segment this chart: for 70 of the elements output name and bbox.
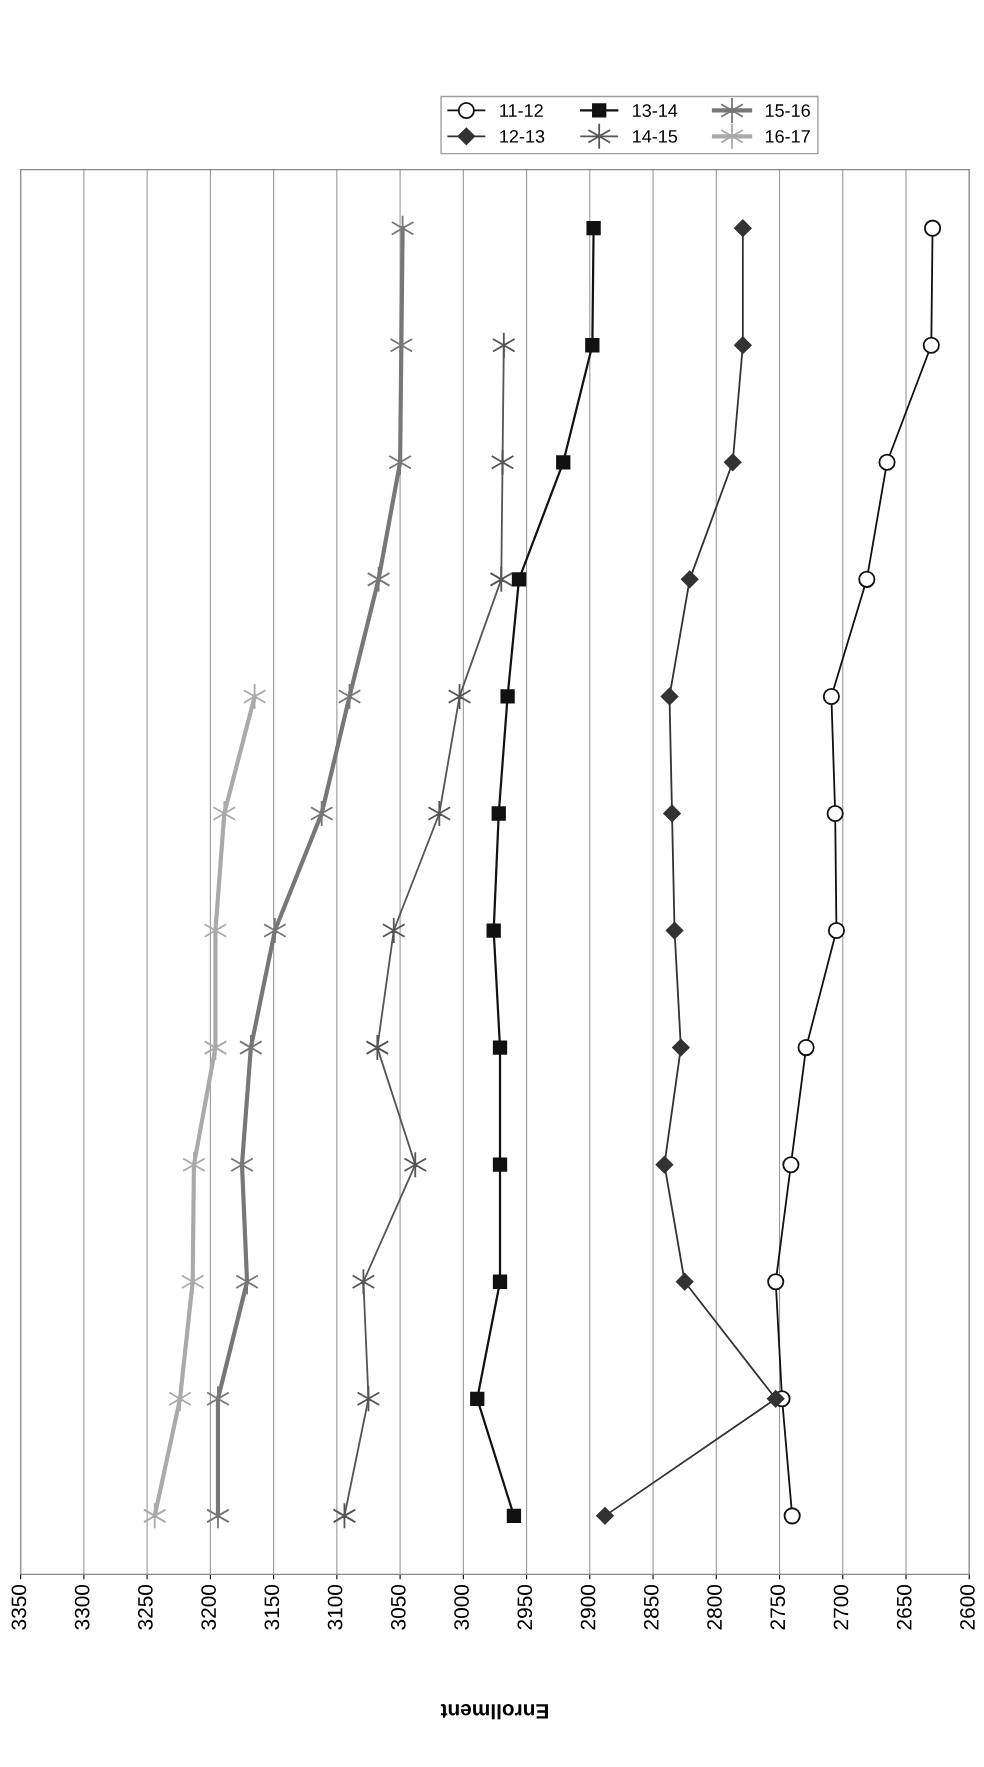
point <box>486 923 501 938</box>
point <box>734 219 752 237</box>
point <box>427 800 452 827</box>
point <box>858 570 876 588</box>
point <box>782 1156 800 1174</box>
point <box>672 1038 690 1057</box>
point <box>309 800 334 827</box>
x-tick-label: 2800 <box>707 1584 722 1630</box>
point <box>665 921 684 940</box>
point <box>767 1273 785 1291</box>
x-tick-label: 2600 <box>960 1584 975 1630</box>
legend-label: 11-12 <box>500 104 543 117</box>
x-tick-label: 2850 <box>643 1584 659 1630</box>
x-tick-label: 3050 <box>390 1584 406 1630</box>
x-tick-label: 3150 <box>264 1584 280 1630</box>
point <box>212 800 237 827</box>
point <box>403 1151 428 1179</box>
legend-label: 15-16 <box>765 104 810 117</box>
point <box>586 221 601 236</box>
point <box>585 338 600 353</box>
point <box>491 806 506 821</box>
x-axis-title: Enrollment <box>440 1704 548 1720</box>
x-tick-label: 3250 <box>137 1584 153 1630</box>
point <box>492 1274 508 1289</box>
point <box>489 565 514 593</box>
point <box>556 455 571 470</box>
point <box>470 1391 485 1406</box>
point <box>663 804 681 823</box>
point <box>783 1507 801 1525</box>
point <box>660 687 679 706</box>
x-tick-label: 3300 <box>74 1584 90 1630</box>
x-tick-label: 3100 <box>327 1584 343 1630</box>
point <box>263 917 287 944</box>
legend-label: 16-17 <box>765 130 810 143</box>
x-tick-label: 3000 <box>454 1584 469 1630</box>
point <box>142 1502 167 1530</box>
point <box>382 917 406 944</box>
point <box>766 1390 785 1408</box>
point <box>596 1507 614 1525</box>
legend-label: 14-15 <box>633 130 678 143</box>
point <box>826 804 844 823</box>
point <box>827 922 845 940</box>
point <box>822 687 840 705</box>
point <box>797 1039 815 1057</box>
point <box>734 336 752 354</box>
x-tick-label: 2700 <box>833 1584 849 1630</box>
point <box>365 1034 390 1062</box>
point <box>500 689 515 704</box>
x-tick-label: 2750 <box>770 1584 786 1630</box>
x-tick-label: 2900 <box>580 1584 596 1630</box>
x-tick-label: 3350 <box>11 1584 27 1630</box>
x-tick-label: 2950 <box>517 1584 533 1630</box>
point <box>680 570 699 589</box>
point <box>878 453 896 471</box>
x-tick-label: 2650 <box>896 1584 912 1630</box>
point <box>242 683 267 710</box>
point <box>655 1155 674 1174</box>
point <box>511 572 527 587</box>
point <box>168 1385 192 1413</box>
legend-label: 13-14 <box>633 104 678 117</box>
point <box>492 1040 508 1055</box>
point <box>492 331 516 359</box>
legend-label: 12-13 <box>500 130 545 143</box>
point <box>922 336 940 354</box>
point <box>723 453 742 472</box>
point <box>492 1157 508 1172</box>
point <box>924 219 942 237</box>
point <box>506 1508 522 1524</box>
x-tick-label: 3200 <box>201 1584 216 1630</box>
point <box>675 1272 694 1291</box>
